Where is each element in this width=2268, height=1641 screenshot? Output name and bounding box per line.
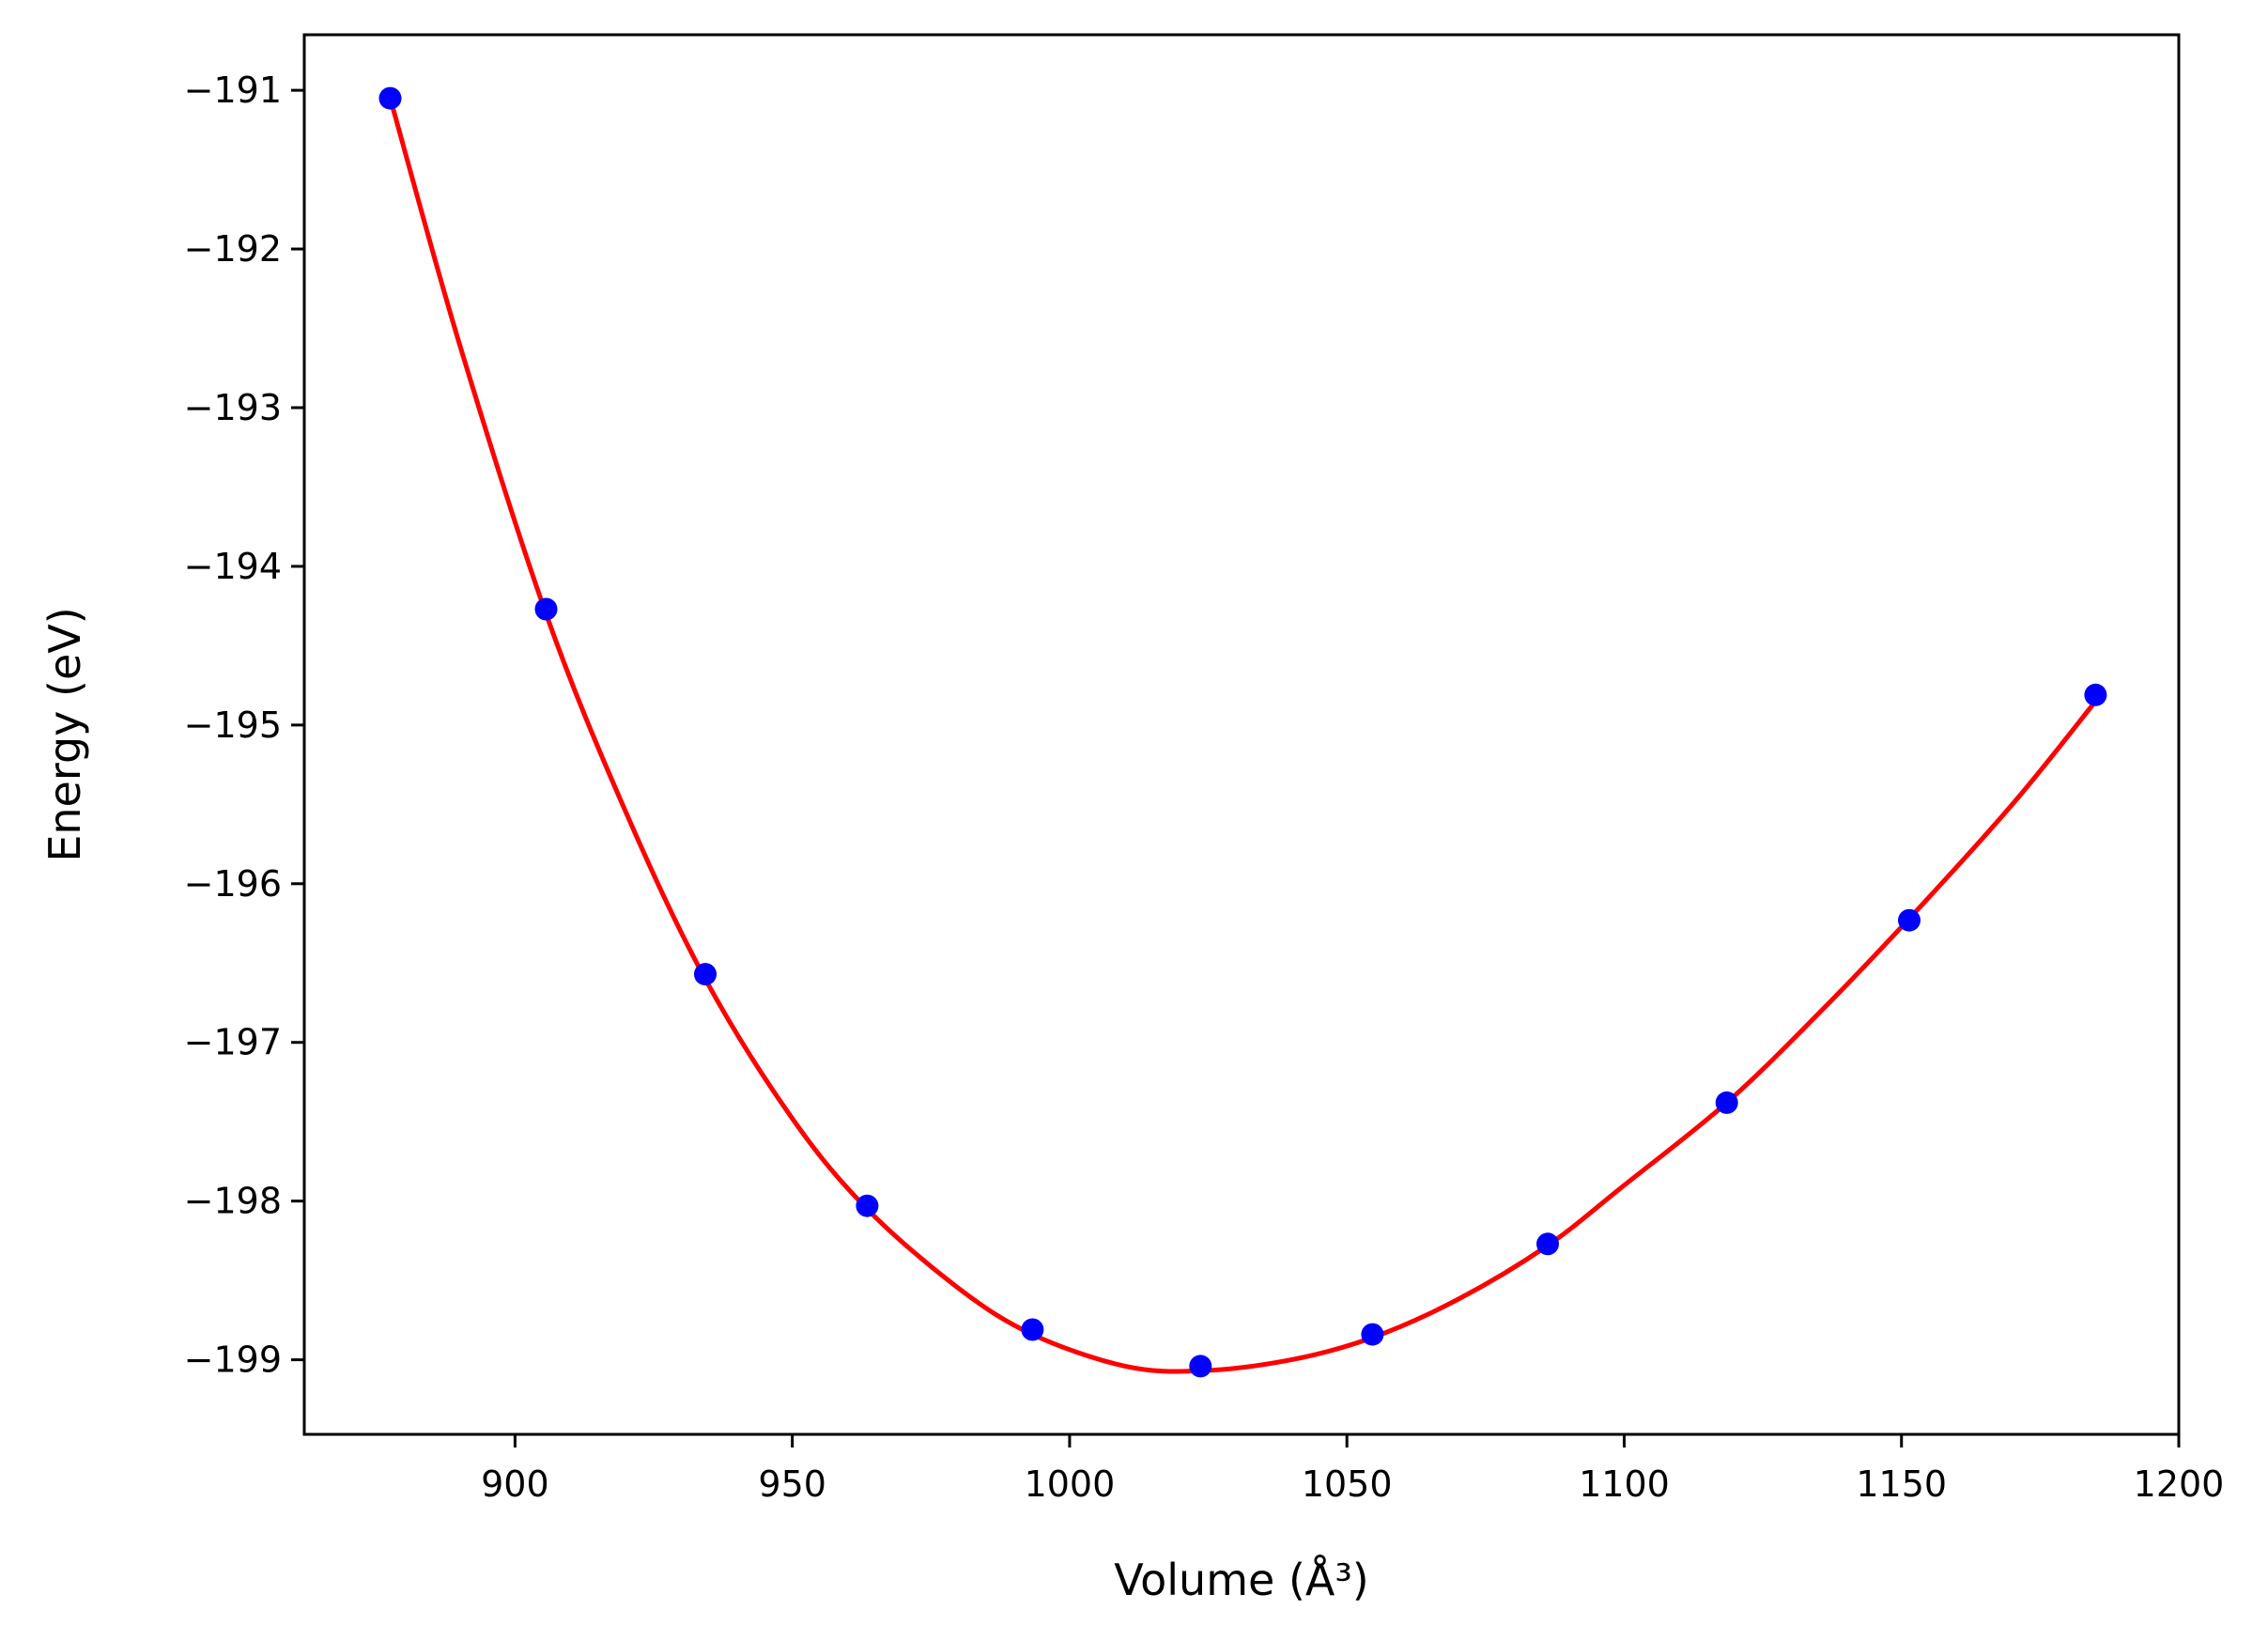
x-tick-label: 1200 [2134,1463,2225,1505]
data-point [2084,683,2107,706]
y-tick-label: −195 [184,704,282,746]
x-tick-label: 1100 [1579,1463,1670,1505]
x-tick-label: 900 [481,1463,549,1505]
data-point [534,597,558,621]
data-point [1898,908,1921,932]
data-point [1189,1355,1212,1378]
y-tick-label: −197 [184,1022,282,1063]
data-point [378,86,402,110]
data-point [1361,1323,1384,1346]
data-point [1536,1232,1559,1256]
x-tick-label: 950 [758,1463,826,1505]
fit-curve-line [388,97,2098,1374]
y-axis-label: Energy (eV) [39,607,90,861]
y-axis-ticks: −191 −192 −193 −194 −195 −196 −197 −198 −199 [184,70,304,1381]
x-tick-label: 1000 [1025,1463,1116,1505]
plot-frame [302,33,2181,1436]
x-tick-label: 1050 [1302,1463,1393,1505]
y-tick-label: −199 [184,1339,282,1381]
data-point [694,963,717,986]
y-tick-label: −196 [184,863,282,905]
x-tick-label: 1150 [1856,1463,1947,1505]
y-tick-label: −193 [184,387,282,428]
y-tick-label: −192 [184,228,282,270]
data-point [1715,1091,1738,1114]
y-tick-label: −198 [184,1181,282,1222]
y-tick-label: −191 [184,70,282,111]
x-axis-ticks: 900 950 1000 1050 1100 1150 1200 [481,1434,2224,1505]
plot-marks [378,86,2107,1378]
x-axis-label: Volume (Å³) [1114,1555,1369,1605]
y-tick-label: −194 [184,546,282,587]
data-point [1021,1318,1044,1341]
data-point [856,1194,879,1217]
